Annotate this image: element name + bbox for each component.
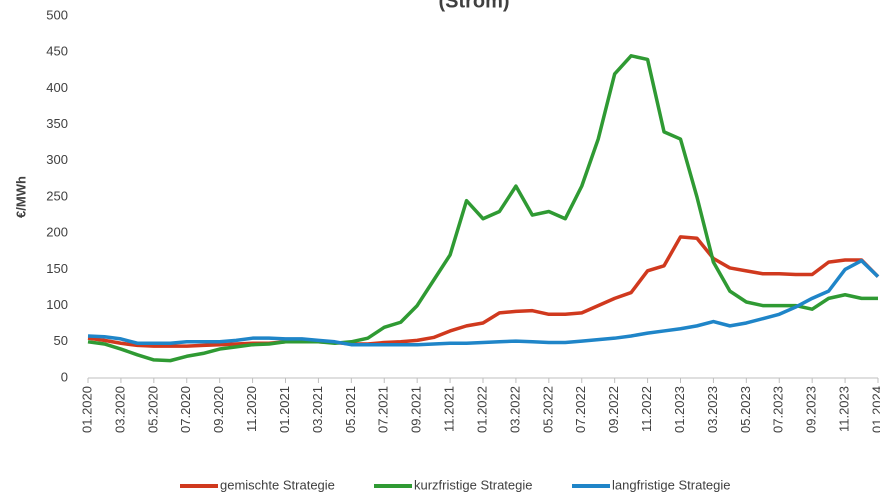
x-tick-label: 11.2021 bbox=[442, 386, 457, 432]
x-tick-label: 01.2023 bbox=[672, 386, 687, 433]
x-tick-label: 07.2023 bbox=[771, 386, 786, 433]
x-tick-label: 05.2021 bbox=[343, 386, 358, 433]
x-tick-label: 09.2021 bbox=[409, 386, 424, 433]
x-tick-label: 09.2022 bbox=[606, 386, 621, 433]
series-line bbox=[87, 54, 878, 363]
y-tick-label: 50 bbox=[54, 333, 68, 348]
y-tick-label: 150 bbox=[46, 261, 68, 276]
x-tick-label: 01.2020 bbox=[79, 386, 94, 433]
x-tick-label: 01.2021 bbox=[277, 386, 292, 433]
x-tick-label: 05.2022 bbox=[540, 386, 555, 433]
legend-label: kurzfristige Strategie bbox=[414, 477, 533, 492]
chart-title: (Strom) bbox=[438, 0, 509, 12]
x-tick-label: 09.2020 bbox=[211, 386, 226, 433]
y-tick-label: 400 bbox=[46, 80, 68, 95]
y-axis-label: €/MWh bbox=[13, 176, 28, 218]
x-tick-label: 01.2024 bbox=[869, 386, 880, 433]
x-tick-label: 07.2020 bbox=[178, 386, 193, 433]
series-line bbox=[87, 258, 880, 347]
x-tick-label: 05.2020 bbox=[145, 386, 160, 433]
x-tick-label: 07.2021 bbox=[376, 386, 391, 433]
y-tick-label: 350 bbox=[46, 116, 68, 131]
x-tick-label: 07.2022 bbox=[573, 386, 588, 433]
y-tick-label: 250 bbox=[46, 188, 68, 203]
x-tick-label: 11.2022 bbox=[639, 386, 654, 432]
y-tick-label: 500 bbox=[46, 7, 68, 22]
x-tick-label: 05.2023 bbox=[738, 386, 753, 433]
x-tick-label: 03.2020 bbox=[112, 386, 127, 433]
y-tick-label: 300 bbox=[46, 152, 68, 167]
x-tick-label: 11.2023 bbox=[837, 386, 852, 432]
series-line bbox=[87, 235, 880, 348]
x-tick-label: 03.2021 bbox=[310, 386, 325, 433]
y-tick-label: 100 bbox=[46, 297, 68, 312]
legend-label: gemischte Strategie bbox=[220, 477, 335, 492]
x-tick-label: 01.2022 bbox=[474, 386, 489, 433]
x-tick-label: 03.2022 bbox=[507, 386, 522, 433]
y-tick-label: 0 bbox=[61, 369, 68, 384]
x-tick-label: 11.2020 bbox=[244, 386, 259, 432]
y-tick-label: 200 bbox=[46, 225, 68, 240]
y-tick-label: 450 bbox=[46, 44, 68, 59]
x-tick-label: 09.2023 bbox=[804, 386, 819, 433]
legend-label: langfristige Strategie bbox=[612, 477, 731, 492]
x-tick-label: 03.2023 bbox=[705, 386, 720, 433]
